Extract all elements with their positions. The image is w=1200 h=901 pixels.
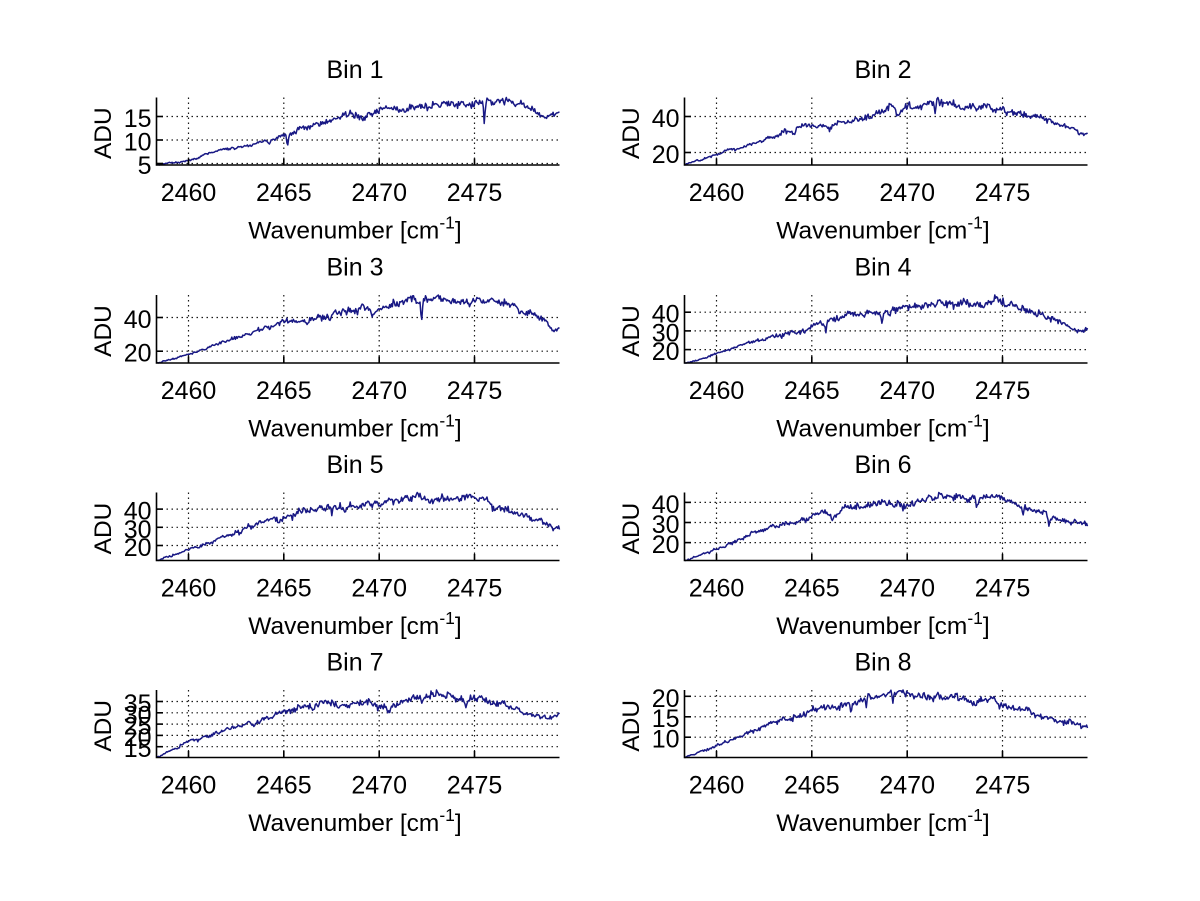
svg-text:20: 20 — [652, 338, 680, 366]
svg-text:2475: 2475 — [975, 772, 1031, 800]
svg-text:2465: 2465 — [256, 575, 312, 603]
svg-text:2460: 2460 — [161, 575, 217, 603]
svg-text:15: 15 — [124, 735, 152, 763]
svg-text:Bin 1: Bin 1 — [327, 56, 384, 84]
svg-text:2465: 2465 — [784, 377, 840, 405]
svg-text:Wavenumber [cm-1]: Wavenumber [cm-1] — [776, 805, 989, 837]
svg-text:35: 35 — [124, 690, 152, 718]
svg-text:2465: 2465 — [784, 772, 840, 800]
svg-text:25: 25 — [124, 713, 152, 741]
svg-text:Bin 7: Bin 7 — [327, 649, 384, 677]
svg-text:2470: 2470 — [351, 377, 407, 405]
svg-text:20: 20 — [124, 534, 152, 562]
svg-text:ADU: ADU — [90, 305, 117, 357]
svg-text:Bin 2: Bin 2 — [855, 56, 912, 84]
svg-text:2470: 2470 — [351, 772, 407, 800]
svg-text:Bin 6: Bin 6 — [855, 451, 912, 479]
svg-text:2475: 2475 — [975, 377, 1031, 405]
svg-text:20: 20 — [124, 340, 152, 368]
svg-text:40: 40 — [652, 491, 680, 519]
svg-text:20: 20 — [652, 141, 680, 169]
svg-text:30: 30 — [124, 516, 152, 544]
svg-text:2475: 2475 — [447, 179, 503, 207]
svg-text:40: 40 — [652, 301, 680, 329]
svg-text:2465: 2465 — [256, 377, 312, 405]
svg-text:40: 40 — [652, 105, 680, 133]
svg-text:2460: 2460 — [689, 575, 745, 603]
svg-text:ADU: ADU — [90, 107, 117, 159]
svg-text:2470: 2470 — [351, 575, 407, 603]
svg-text:10: 10 — [652, 726, 680, 754]
svg-text:Bin 5: Bin 5 — [327, 451, 384, 479]
svg-text:2460: 2460 — [161, 179, 217, 207]
svg-text:20: 20 — [652, 685, 680, 713]
svg-text:Wavenumber [cm-1]: Wavenumber [cm-1] — [776, 608, 989, 640]
svg-text:30: 30 — [652, 319, 680, 347]
svg-text:2470: 2470 — [879, 179, 935, 207]
svg-text:2460: 2460 — [689, 179, 745, 207]
svg-text:2460: 2460 — [689, 377, 745, 405]
svg-text:ADU: ADU — [618, 503, 645, 555]
svg-text:30: 30 — [652, 511, 680, 539]
svg-text:Wavenumber [cm-1]: Wavenumber [cm-1] — [248, 608, 461, 640]
svg-text:2470: 2470 — [351, 179, 407, 207]
svg-text:2475: 2475 — [447, 377, 503, 405]
svg-text:Wavenumber [cm-1]: Wavenumber [cm-1] — [248, 805, 461, 837]
svg-text:2475: 2475 — [975, 179, 1031, 207]
svg-text:10: 10 — [124, 129, 152, 157]
svg-text:40: 40 — [124, 306, 152, 334]
svg-text:Wavenumber [cm-1]: Wavenumber [cm-1] — [248, 213, 461, 245]
svg-text:Bin 3: Bin 3 — [327, 254, 384, 282]
svg-text:Wavenumber [cm-1]: Wavenumber [cm-1] — [248, 411, 461, 443]
svg-text:20: 20 — [652, 531, 680, 559]
svg-text:2475: 2475 — [975, 575, 1031, 603]
svg-text:20: 20 — [124, 724, 152, 752]
svg-text:ADU: ADU — [618, 305, 645, 357]
svg-text:Bin 8: Bin 8 — [855, 649, 912, 677]
svg-text:30: 30 — [124, 701, 152, 729]
svg-text:ADU: ADU — [90, 503, 117, 555]
svg-text:ADU: ADU — [618, 107, 645, 159]
svg-text:2460: 2460 — [161, 772, 217, 800]
svg-text:5: 5 — [138, 152, 152, 180]
svg-text:40: 40 — [124, 498, 152, 526]
svg-text:Wavenumber [cm-1]: Wavenumber [cm-1] — [776, 213, 989, 245]
svg-text:ADU: ADU — [90, 700, 117, 752]
svg-text:2475: 2475 — [447, 575, 503, 603]
svg-text:2470: 2470 — [879, 772, 935, 800]
svg-text:2465: 2465 — [784, 179, 840, 207]
svg-text:2465: 2465 — [784, 575, 840, 603]
svg-text:2475: 2475 — [447, 772, 503, 800]
svg-text:2460: 2460 — [689, 772, 745, 800]
svg-text:Bin 4: Bin 4 — [855, 254, 912, 282]
svg-text:ADU: ADU — [618, 700, 645, 752]
svg-text:2460: 2460 — [161, 377, 217, 405]
svg-text:Wavenumber [cm-1]: Wavenumber [cm-1] — [776, 411, 989, 443]
svg-text:2470: 2470 — [879, 377, 935, 405]
svg-text:2465: 2465 — [256, 179, 312, 207]
svg-text:2465: 2465 — [256, 772, 312, 800]
svg-text:15: 15 — [124, 105, 152, 133]
svg-text:15: 15 — [652, 705, 680, 733]
svg-text:2470: 2470 — [879, 575, 935, 603]
